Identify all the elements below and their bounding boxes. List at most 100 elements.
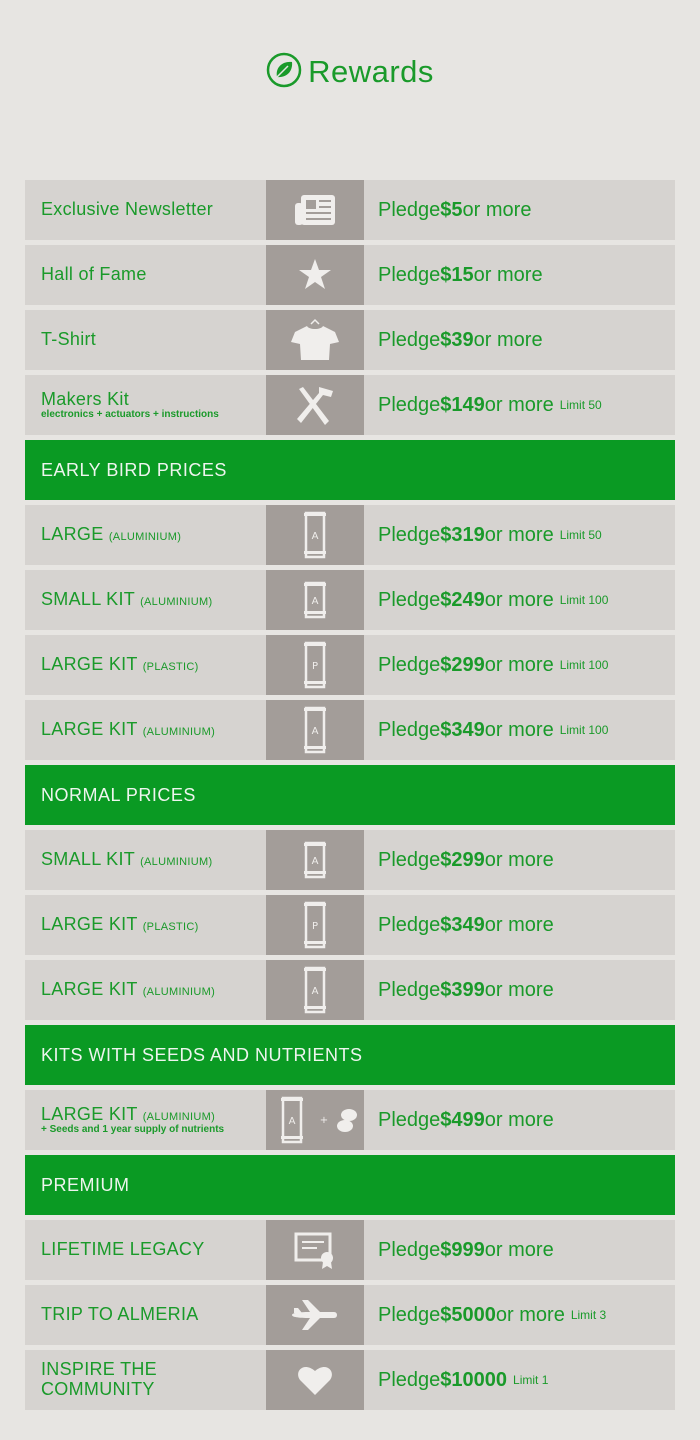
reward-name-cell: INSPIRE THE COMMUNITY (25, 1350, 266, 1410)
section-header: KITS WITH SEEDS AND NUTRIENTS (25, 1025, 675, 1085)
pledge-amount: $349 (440, 913, 485, 936)
reward-name-cell: LARGE KIT (ALUMINIUM) + Seeds and 1 year … (25, 1090, 266, 1150)
reward-name: T-Shirt (41, 329, 97, 350)
reward-subtitle: + Seeds and 1 year supply of nutrients (41, 1124, 225, 1136)
reward-name-cell: Exclusive Newsletter (25, 180, 266, 240)
pledge-amount: $319 (440, 523, 485, 546)
pledge-or-more: or more (484, 653, 554, 676)
reward-name: INSPIRE THE COMMUNITY (41, 1359, 157, 1399)
pledge-cell: Pledge $999 or more (364, 1220, 675, 1280)
pledge-or-more: or more (484, 1108, 554, 1131)
pledge-cell: Pledge $149 or more Limit 50 (364, 375, 675, 435)
reward-name: SMALL KIT (41, 849, 135, 870)
reward-row[interactable]: TRIP TO ALMERIA Pledge $5000 or more Limit… (25, 1285, 675, 1345)
pledge-or-more: or more (473, 263, 543, 286)
large-frame-a-icon: A (266, 960, 364, 1020)
pledge-amount: $15 (440, 263, 474, 286)
reward-name-cell: T-Shirt (25, 310, 266, 370)
svg-text:A: A (312, 531, 319, 542)
reward-subtitle: electronics + actuators + instructions (41, 409, 219, 421)
reward-row[interactable]: SMALL KIT (ALUMINIUM) A Pledge $249 or mor… (25, 570, 675, 630)
page-title: Rewards (0, 52, 700, 92)
pledge-cell: Pledge $15 or more (364, 245, 675, 305)
pledge-limit: Limit 50 (559, 528, 602, 542)
reward-name-cell: SMALL KIT (ALUMINIUM) (25, 830, 266, 890)
heart-icon (266, 1350, 364, 1410)
svg-text:A: A (312, 726, 319, 737)
pledge-cell: Pledge $499 or more (364, 1090, 675, 1150)
reward-name: SMALL KIT (41, 589, 135, 610)
reward-row[interactable]: SMALL KIT (ALUMINIUM) A Pledge $299 or mor… (25, 830, 675, 890)
pledge-word: Pledge (378, 653, 441, 676)
airplane-icon (266, 1285, 364, 1345)
leaf-icon (266, 52, 302, 92)
pledge-word: Pledge (378, 978, 441, 1001)
pledge-limit: Limit 50 (559, 398, 602, 412)
reward-name-cell: LARGE KIT (PLASTIC) (25, 635, 266, 695)
pledge-amount: $299 (440, 848, 485, 871)
reward-material: (ALUMINIUM) (142, 986, 216, 999)
page-title-text: Rewards (308, 54, 434, 89)
reward-row[interactable]: LARGE KIT (PLASTIC) P Pledge $299 or more L… (25, 635, 675, 695)
reward-material: (PLASTIC) (142, 661, 199, 674)
pledge-cell: Pledge $5000 or more Limit 3 (364, 1285, 675, 1345)
pledge-word: Pledge (378, 1368, 441, 1391)
pledge-amount: $39 (440, 328, 474, 351)
pledge-cell: Pledge $10000 Limit 1 (364, 1350, 675, 1410)
pledge-amount: $499 (440, 1108, 485, 1131)
pledge-limit: Limit 3 (570, 1308, 607, 1322)
large-frame-p-icon: P (266, 895, 364, 955)
reward-name: Hall of Fame (41, 264, 147, 285)
reward-row[interactable]: T-Shirt Pledge $39 or more (25, 310, 675, 370)
certificate-icon (266, 1220, 364, 1280)
pledge-word: Pledge (378, 718, 441, 741)
reward-name: Makers Kit (41, 388, 130, 409)
reward-row[interactable]: LARGE (ALUMINIUM) A Pledge $319 or more Lim… (25, 505, 675, 565)
pledge-limit: Limit 1 (513, 1373, 549, 1387)
pledge-or-more: or more (484, 913, 554, 936)
reward-row[interactable]: LARGE KIT (ALUMINIUM) A Pledge $349 or mor… (25, 700, 675, 760)
reward-row[interactable]: LARGE KIT (ALUMINIUM) + Seeds and 1 year … (25, 1090, 675, 1150)
reward-row[interactable]: LIFETIME LEGACY Pledge $999 or more (25, 1220, 675, 1280)
pledge-or-more: or more (462, 198, 532, 221)
pledge-cell: Pledge $249 or more Limit 100 (364, 570, 675, 630)
pledge-word: Pledge (378, 523, 441, 546)
reward-name: TRIP TO ALMERIA (41, 1304, 199, 1325)
pledge-word: Pledge (378, 1303, 441, 1326)
reward-row[interactable]: Exclusive Newsletter Pledge $5 or more (25, 180, 675, 240)
reward-name: LARGE KIT (41, 979, 138, 1000)
reward-material: (ALUMINIUM) (140, 856, 213, 869)
pledge-cell: Pledge $39 or more (364, 310, 675, 370)
svg-text:P: P (312, 661, 318, 672)
section-header: NORMAL PRICES (25, 765, 675, 825)
reward-name-cell: LARGE (ALUMINIUM) (25, 505, 266, 565)
pledge-or-more: or more (484, 978, 554, 1001)
pledge-amount: $299 (440, 653, 485, 676)
pledge-amount: $5000 (440, 1303, 496, 1326)
large-frame-a-icon: A (266, 505, 364, 565)
pledge-word: Pledge (378, 198, 441, 221)
reward-name-cell: LIFETIME LEGACY (25, 1220, 266, 1280)
newspaper-icon (266, 180, 364, 240)
pledge-amount: $5 (440, 198, 463, 221)
pledge-amount: $399 (440, 978, 485, 1001)
reward-material: (ALUMINIUM) (140, 596, 213, 609)
pledge-cell: Pledge $399 or more (364, 960, 675, 1020)
reward-name-cell: Hall of Fame (25, 245, 266, 305)
pledge-word: Pledge (378, 393, 441, 416)
pledge-or-more: or more (484, 1238, 554, 1261)
pledge-amount: $349 (440, 718, 485, 741)
pledge-cell: Pledge $349 or more Limit 100 (364, 700, 675, 760)
tshirt-icon (266, 310, 364, 370)
reward-row[interactable]: Hall of Fame Pledge $15 or more (25, 245, 675, 305)
pledge-or-more: or more (473, 328, 543, 351)
svg-text:A: A (288, 1116, 295, 1127)
pledge-word: Pledge (378, 263, 441, 286)
reward-row[interactable]: LARGE KIT (PLASTIC) P Pledge $349 or more (25, 895, 675, 955)
reward-material: (ALUMINIUM) (142, 726, 216, 739)
rewards-list: Exclusive Newsletter Pledge $5 or more Hal… (25, 180, 675, 1410)
reward-row[interactable]: LARGE KIT (ALUMINIUM) A Pledge $399 or mor… (25, 960, 675, 1020)
reward-name: LARGE KIT (41, 914, 138, 935)
reward-row[interactable]: Makers Kit electronics + actuators + inst… (25, 375, 675, 435)
reward-row[interactable]: INSPIRE THE COMMUNITY Pledge $10000 Limit … (25, 1350, 675, 1410)
